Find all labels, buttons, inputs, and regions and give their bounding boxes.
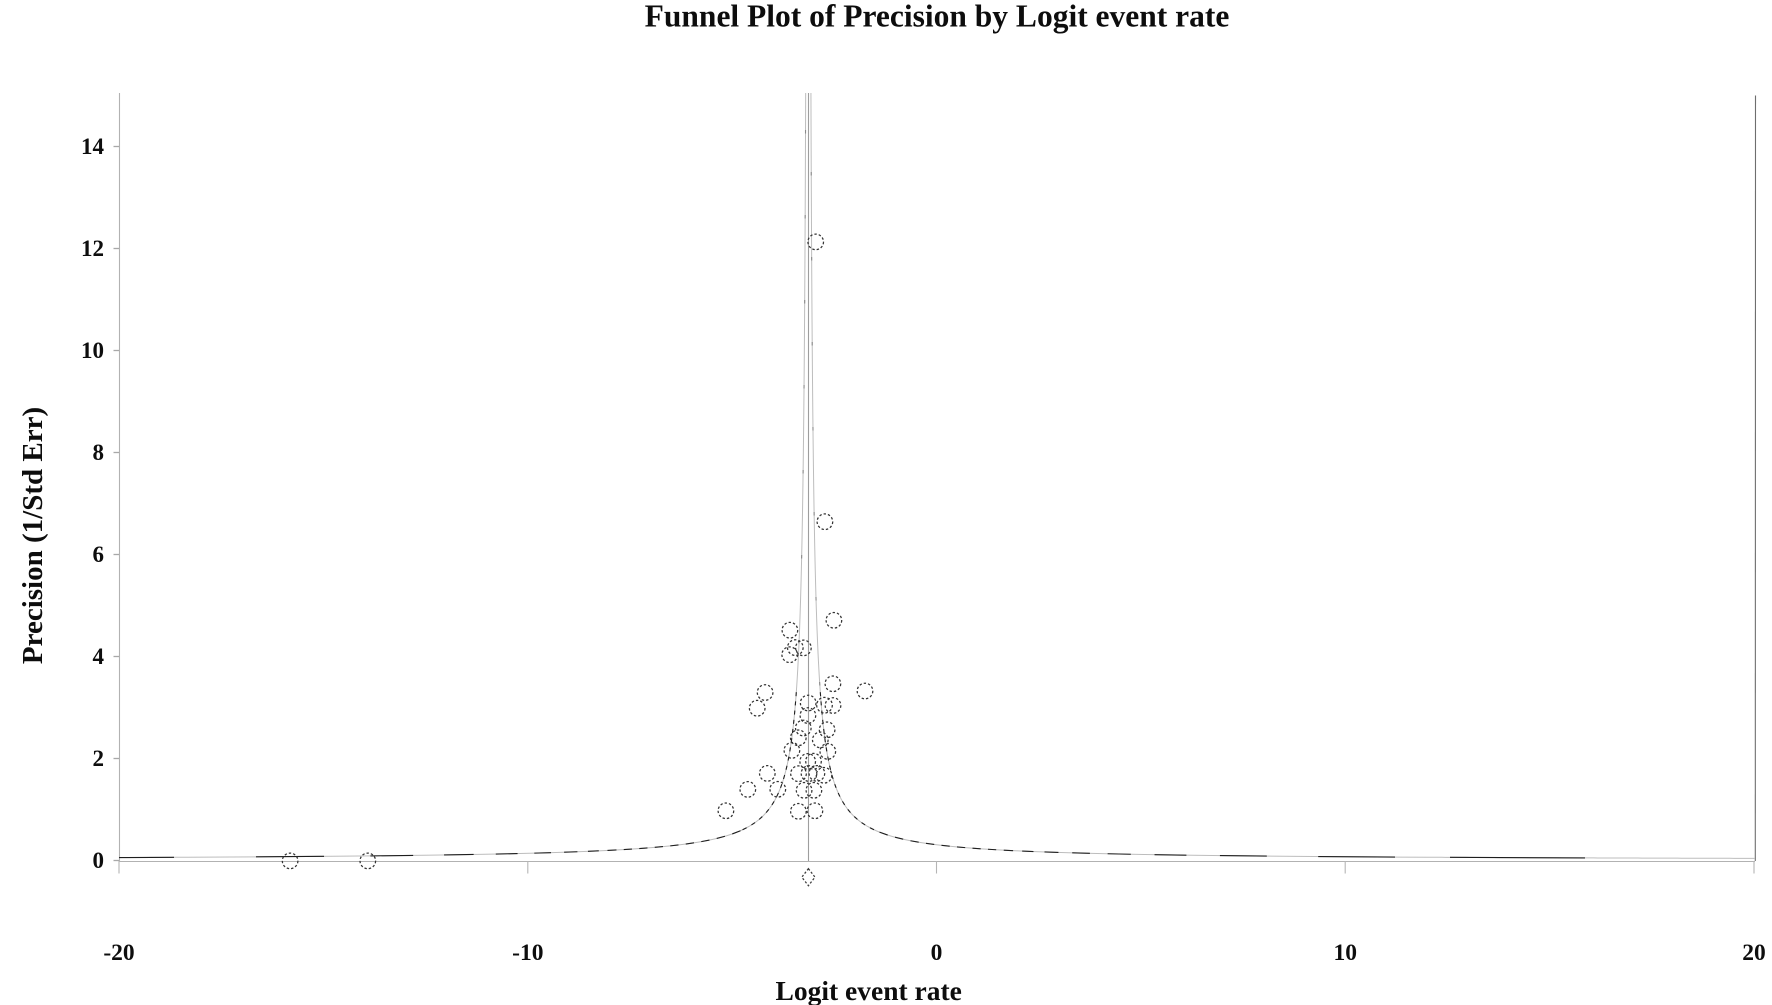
svg-text:Precision (1/Std Err): Precision (1/Std Err): [17, 407, 49, 664]
svg-text:Funnel Plot of Precision by Lo: Funnel Plot of Precision by Logit event …: [645, 0, 1230, 33]
svg-text:-10: -10: [512, 940, 543, 966]
svg-text:0: 0: [93, 848, 105, 873]
svg-text:20: 20: [1742, 940, 1766, 966]
svg-text:6: 6: [93, 542, 105, 567]
svg-text:10: 10: [81, 338, 104, 363]
svg-text:2: 2: [93, 746, 105, 771]
svg-text:12: 12: [81, 236, 104, 261]
svg-text:-20: -20: [103, 940, 134, 966]
svg-text:4: 4: [93, 644, 105, 669]
svg-text:10: 10: [1333, 940, 1357, 966]
svg-text:14: 14: [81, 134, 105, 159]
svg-text:0: 0: [931, 940, 943, 966]
svg-text:8: 8: [93, 440, 105, 465]
svg-text:Logit event rate: Logit event rate: [776, 975, 962, 1005]
